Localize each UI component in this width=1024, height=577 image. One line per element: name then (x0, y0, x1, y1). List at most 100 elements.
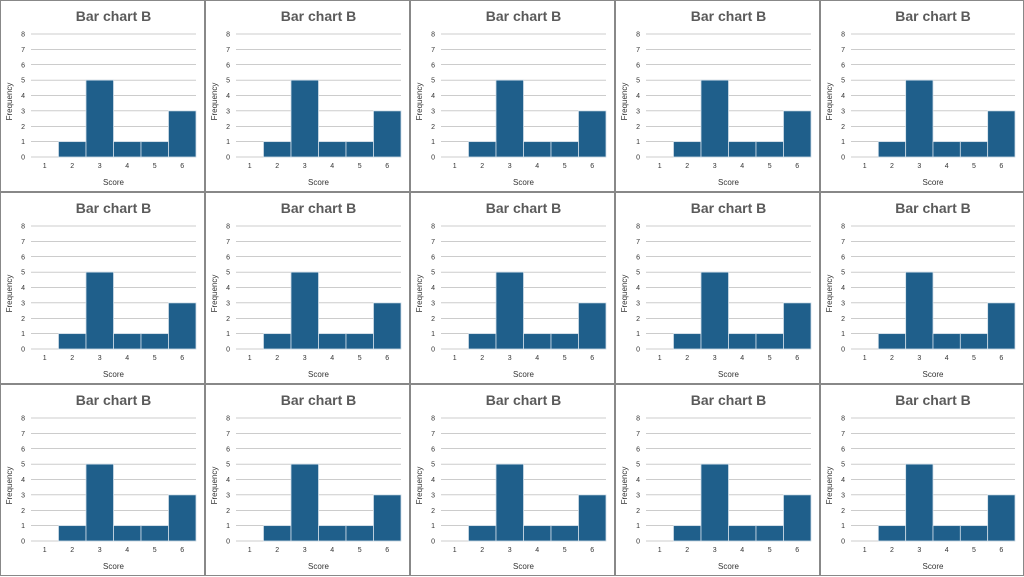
x-tick-label: 6 (180, 163, 184, 170)
y-tick-label: 3 (21, 108, 25, 115)
y-tick-label: 5 (636, 462, 640, 469)
bar (550, 525, 579, 542)
y-tick-label: 1 (21, 523, 25, 530)
chart-title: Bar chart B (281, 392, 356, 408)
chart-panel: Bar chart B 0 1 2 3 4 5 6 7 8 1 2 3 4 5 6 Score Frequency (820, 0, 1024, 192)
x-tick-label: 2 (685, 547, 689, 554)
bar (468, 333, 497, 350)
x-tick-label: 3 (713, 163, 717, 170)
bar (783, 494, 812, 542)
x-tick-label: 3 (303, 355, 307, 362)
x-tick-label: 6 (590, 163, 594, 170)
x-tick-label: 5 (153, 163, 157, 170)
y-tick-label: 2 (226, 316, 230, 323)
bar (263, 333, 292, 350)
y-tick-label: 8 (226, 416, 230, 423)
x-tick-label: 3 (917, 163, 921, 170)
y-axis-label: Frequency (620, 467, 629, 505)
y-tick-label: 4 (21, 93, 25, 100)
x-axis-label: Score (308, 562, 329, 571)
y-tick-label: 5 (841, 270, 845, 277)
x-tick-label: 4 (125, 163, 129, 170)
bar (987, 494, 1016, 542)
bar-chart-svg: Bar chart B 0 1 2 3 4 5 6 7 8 1 2 3 4 5 6 Score Frequency (415, 392, 607, 571)
bar (140, 525, 169, 542)
y-tick-label: 4 (431, 477, 435, 484)
chart-title: Bar chart B (76, 8, 151, 24)
x-tick-label: 3 (713, 547, 717, 554)
x-tick-label: 1 (453, 355, 457, 362)
y-tick-label: 5 (21, 462, 25, 469)
x-tick-label: 3 (917, 355, 921, 362)
bar (263, 525, 292, 542)
y-tick-label: 6 (841, 446, 845, 453)
y-axis-label: Frequency (825, 467, 834, 505)
x-tick-label: 4 (740, 163, 744, 170)
x-tick-label: 1 (863, 547, 867, 554)
y-tick-label: 7 (226, 431, 230, 438)
y-axis-label: Frequency (415, 467, 424, 505)
y-tick-label: 4 (431, 93, 435, 100)
x-axis-label: Score (513, 562, 534, 571)
bar (959, 333, 989, 350)
x-tick-label: 2 (890, 163, 894, 170)
bar (578, 110, 607, 158)
bar (468, 141, 497, 158)
x-tick-label: 3 (917, 547, 921, 554)
bar (987, 302, 1016, 350)
x-tick-label: 4 (330, 163, 334, 170)
y-tick-label: 2 (841, 316, 845, 323)
y-tick-label: 6 (21, 254, 25, 261)
y-tick-label: 8 (21, 32, 25, 39)
bar-chart-svg: Bar chart B 0 1 2 3 4 5 6 7 8 1 2 3 4 5 6 Score Frequency (620, 392, 812, 571)
y-tick-label: 8 (226, 32, 230, 39)
y-tick-label: 6 (226, 62, 230, 69)
chart-panel: Bar chart B 0 1 2 3 4 5 6 7 8 1 2 3 4 5 6 Score Frequency (0, 192, 205, 384)
x-tick-label: 1 (453, 163, 457, 170)
x-tick-label: 1 (863, 163, 867, 170)
x-tick-label: 5 (972, 547, 976, 554)
x-tick-label: 3 (508, 547, 512, 554)
x-tick-label: 2 (480, 163, 484, 170)
y-tick-label: 6 (226, 254, 230, 261)
y-tick-label: 4 (841, 93, 845, 100)
x-tick-label: 4 (945, 355, 949, 362)
bar (58, 333, 87, 350)
y-tick-label: 7 (636, 431, 640, 438)
x-tick-label: 1 (658, 163, 662, 170)
y-tick-label: 8 (226, 224, 230, 231)
y-tick-label: 3 (431, 492, 435, 499)
x-tick-label: 6 (385, 547, 389, 554)
x-tick-label: 6 (999, 163, 1003, 170)
bar (290, 463, 319, 542)
chart-panel: Bar chart B 0 1 2 3 4 5 6 7 8 1 2 3 4 5 6 Score Frequency (820, 384, 1024, 576)
bar (673, 333, 702, 350)
bar (523, 141, 552, 158)
y-axis-label: Frequency (5, 275, 14, 313)
y-tick-label: 3 (226, 108, 230, 115)
chart-panel: Bar chart B 0 1 2 3 4 5 6 7 8 1 2 3 4 5 6 Score Frequency (615, 384, 820, 576)
y-tick-label: 1 (226, 331, 230, 338)
y-tick-label: 4 (431, 285, 435, 292)
bar (959, 525, 989, 542)
y-tick-label: 1 (636, 331, 640, 338)
y-tick-label: 6 (21, 446, 25, 453)
y-tick-label: 7 (431, 239, 435, 246)
y-tick-label: 4 (226, 93, 230, 100)
y-tick-label: 2 (21, 124, 25, 131)
chart-title: Bar chart B (281, 200, 356, 216)
chart-panel: Bar chart B 0 1 2 3 4 5 6 7 8 1 2 3 4 5 6 Score Frequency (0, 0, 205, 192)
y-tick-label: 3 (21, 300, 25, 307)
chart-panel: Bar chart B 0 1 2 3 4 5 6 7 8 1 2 3 4 5 6 Score Frequency (205, 384, 410, 576)
y-tick-label: 5 (841, 78, 845, 85)
bar-chart-svg: Bar chart B 0 1 2 3 4 5 6 7 8 1 2 3 4 5 6 Score Frequency (210, 392, 402, 571)
y-tick-label: 2 (636, 508, 640, 515)
bar (578, 494, 607, 542)
y-tick-label: 4 (636, 477, 640, 484)
bar (113, 333, 142, 350)
y-tick-label: 8 (21, 416, 25, 423)
bar (113, 141, 142, 158)
bar (987, 110, 1016, 158)
y-tick-label: 5 (841, 462, 845, 469)
